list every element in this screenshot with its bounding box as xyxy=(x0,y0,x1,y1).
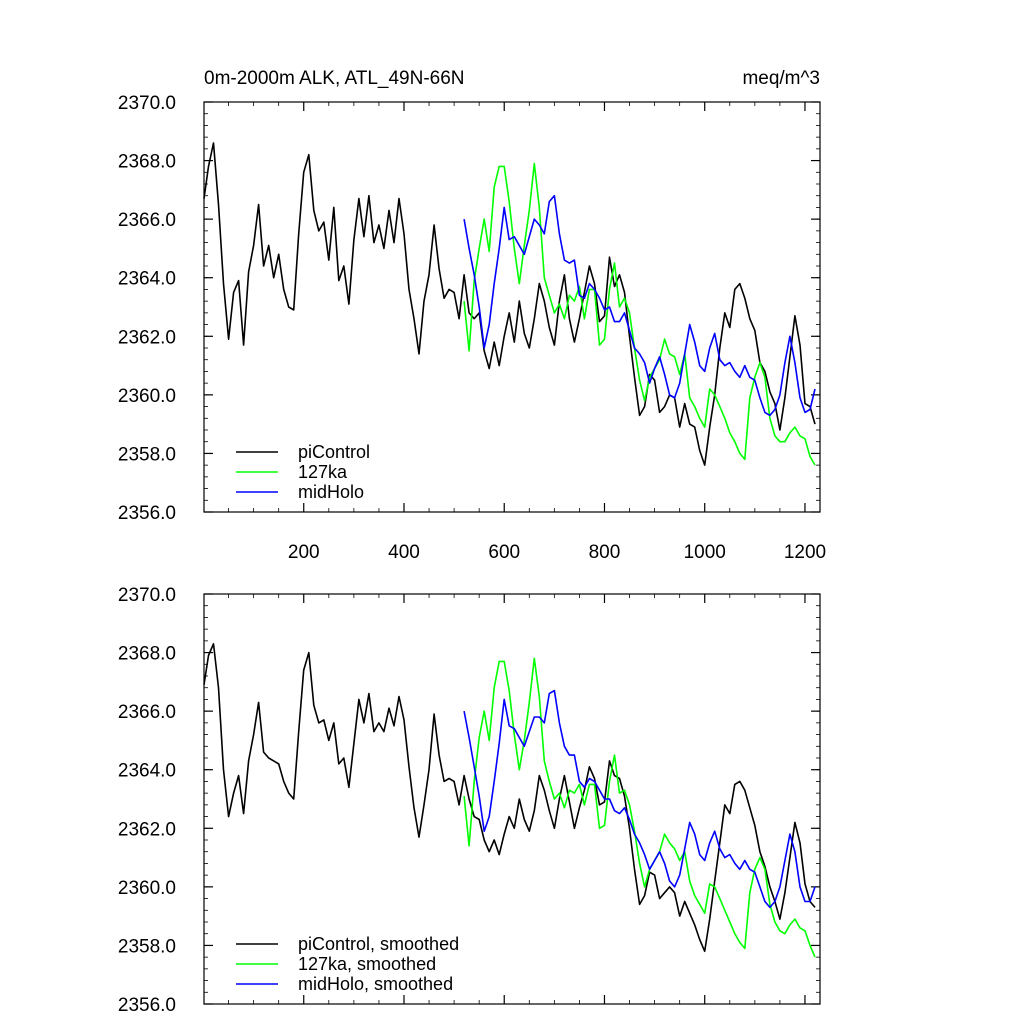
x-tick-label: 1000 xyxy=(684,542,726,563)
y-tick-label: 2370.0 xyxy=(118,585,176,606)
series-line-picontrol xyxy=(203,642,816,953)
series-line-127ka xyxy=(463,657,816,958)
y-tick-label: 2360.0 xyxy=(118,878,176,899)
top-panel: 0m-2000m ALK, ATL_49N-66N meq/m^3 2356.0… xyxy=(118,68,826,563)
series-line-picontrol xyxy=(203,142,816,466)
series-line-midholo xyxy=(463,194,816,417)
legend-label: 127ka, smoothed xyxy=(298,954,436,974)
series-lines-top xyxy=(203,142,816,466)
series-line-midholo xyxy=(463,689,816,909)
y-tick-label: 2358.0 xyxy=(118,936,176,957)
legend-label: 127ka xyxy=(298,462,348,482)
legend-label: piControl xyxy=(298,442,370,462)
bottom-panel: 2356.0 2358.0 2360.0 2362.0 2364.0 2366.0 2368… xyxy=(118,585,821,1016)
y-tick-label: 2356.0 xyxy=(118,995,176,1016)
series-lines-bottom xyxy=(203,642,816,958)
plot-frame-bottom xyxy=(203,593,821,1005)
legend-label: midHolo, smoothed xyxy=(298,974,453,994)
y-tick-label: 2360.0 xyxy=(118,386,176,407)
x-tick-label: 1200 xyxy=(784,542,826,563)
y-tick-label: 2362.0 xyxy=(118,819,176,840)
x-tick-label: 800 xyxy=(589,542,621,563)
y-tick-label: 2364.0 xyxy=(118,269,176,290)
x-tick-label: 200 xyxy=(288,542,320,563)
plot-frame-top xyxy=(203,101,821,513)
y-tick-label: 2370.0 xyxy=(118,93,176,114)
y-tick-label: 2356.0 xyxy=(118,503,176,524)
legend-label: midHolo xyxy=(298,482,364,502)
y-tick-label: 2366.0 xyxy=(118,702,176,723)
y-tick-label: 2366.0 xyxy=(118,210,176,231)
series-line-127ka xyxy=(463,162,816,466)
y-tick-label: 2362.0 xyxy=(118,327,176,348)
legend-label: piControl, smoothed xyxy=(298,934,459,954)
y-tick-label: 2368.0 xyxy=(118,644,176,665)
y-tick-label: 2364.0 xyxy=(118,761,176,782)
x-tick-label: 400 xyxy=(388,542,420,563)
x-tick-label: 600 xyxy=(488,542,520,563)
y-tick-label: 2358.0 xyxy=(118,444,176,465)
units-label: meq/m^3 xyxy=(742,68,820,89)
chart-title: 0m-2000m ALK, ATL_49N-66N xyxy=(204,68,465,89)
y-tick-label: 2368.0 xyxy=(118,152,176,173)
